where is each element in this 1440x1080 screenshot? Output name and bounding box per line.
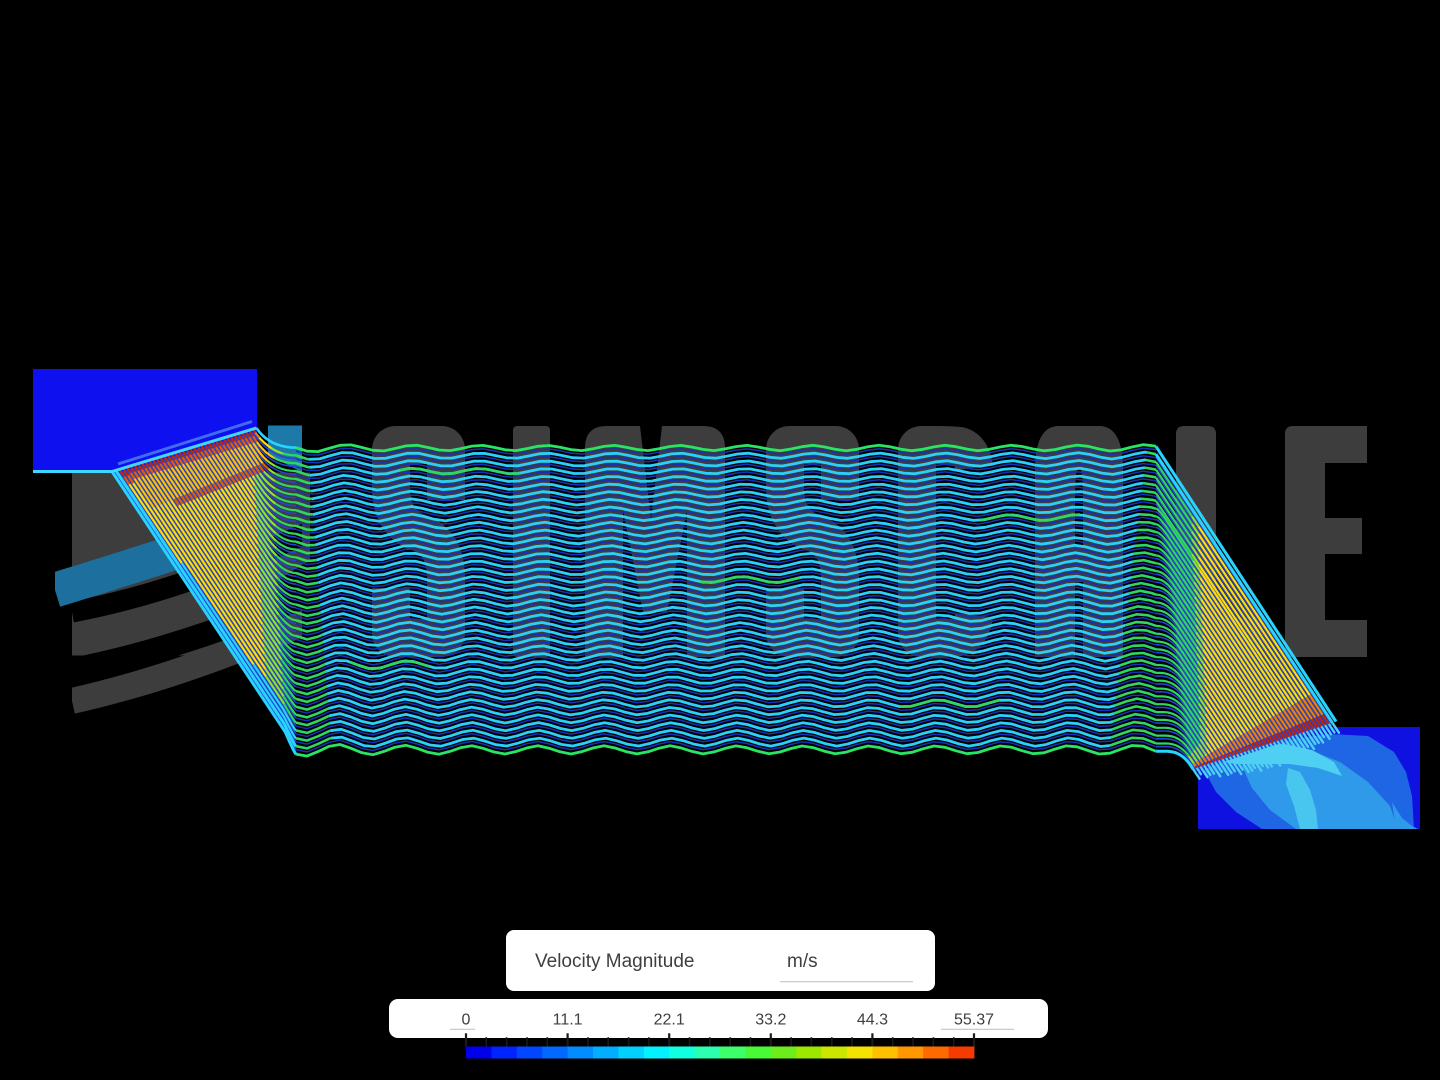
svg-text:22.1: 22.1	[654, 1012, 685, 1029]
svg-text:Velocity Magnitude: Velocity Magnitude	[535, 951, 695, 972]
svg-text:44.3: 44.3	[857, 1012, 888, 1029]
svg-text:m/s: m/s	[787, 951, 818, 972]
svg-text:55.37: 55.37	[954, 1012, 994, 1029]
svg-text:0: 0	[462, 1012, 471, 1029]
svg-text:11.1: 11.1	[553, 1012, 583, 1029]
svg-text:33.2: 33.2	[755, 1012, 786, 1029]
